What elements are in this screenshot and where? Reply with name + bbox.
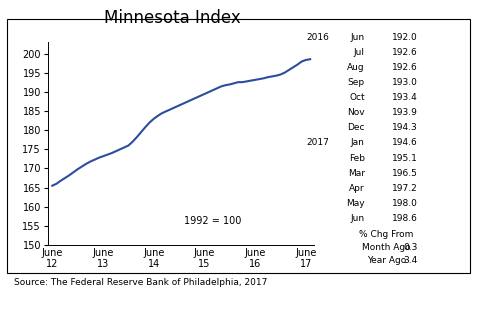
Text: 193.0: 193.0 [392,78,418,87]
Text: 193.9: 193.9 [392,108,418,117]
Text: Month Ago: Month Ago [362,243,411,252]
Text: Source: The Federal Reserve Bank of Philadelphia, 2017: Source: The Federal Reserve Bank of Phil… [14,278,268,287]
Text: 192.6: 192.6 [392,63,418,72]
Text: 198.0: 198.0 [392,199,418,208]
Text: Sep: Sep [348,78,365,87]
Text: 2016: 2016 [306,33,329,42]
Text: Nov: Nov [347,108,365,117]
Text: Mar: Mar [348,169,365,178]
Text: % Chg From: % Chg From [359,230,414,240]
Text: 192.6: 192.6 [392,48,418,57]
Text: 193.4: 193.4 [392,93,418,102]
Text: 3.4: 3.4 [403,256,418,265]
Text: Jun: Jun [351,214,365,223]
Text: Jul: Jul [354,48,365,57]
Text: 2017: 2017 [306,138,329,148]
Text: 0.3: 0.3 [403,243,418,252]
Text: Jun: Jun [351,33,365,42]
Text: 192.0: 192.0 [392,33,418,42]
Text: Dec: Dec [348,123,365,133]
Text: 195.1: 195.1 [392,154,418,163]
Text: Minnesota Index: Minnesota Index [105,9,241,27]
Text: May: May [346,199,365,208]
Text: Aug: Aug [347,63,365,72]
Text: Oct: Oct [349,93,365,102]
Text: 194.6: 194.6 [392,138,418,148]
Text: Jan: Jan [351,138,365,148]
Text: 1992 = 100: 1992 = 100 [184,216,241,226]
Text: 194.3: 194.3 [392,123,418,133]
Text: Year Ago: Year Ago [367,256,406,265]
Text: Apr: Apr [349,184,365,193]
Text: Feb: Feb [349,154,365,163]
Text: 197.2: 197.2 [392,184,418,193]
Text: 198.6: 198.6 [392,214,418,223]
Text: 196.5: 196.5 [392,169,418,178]
